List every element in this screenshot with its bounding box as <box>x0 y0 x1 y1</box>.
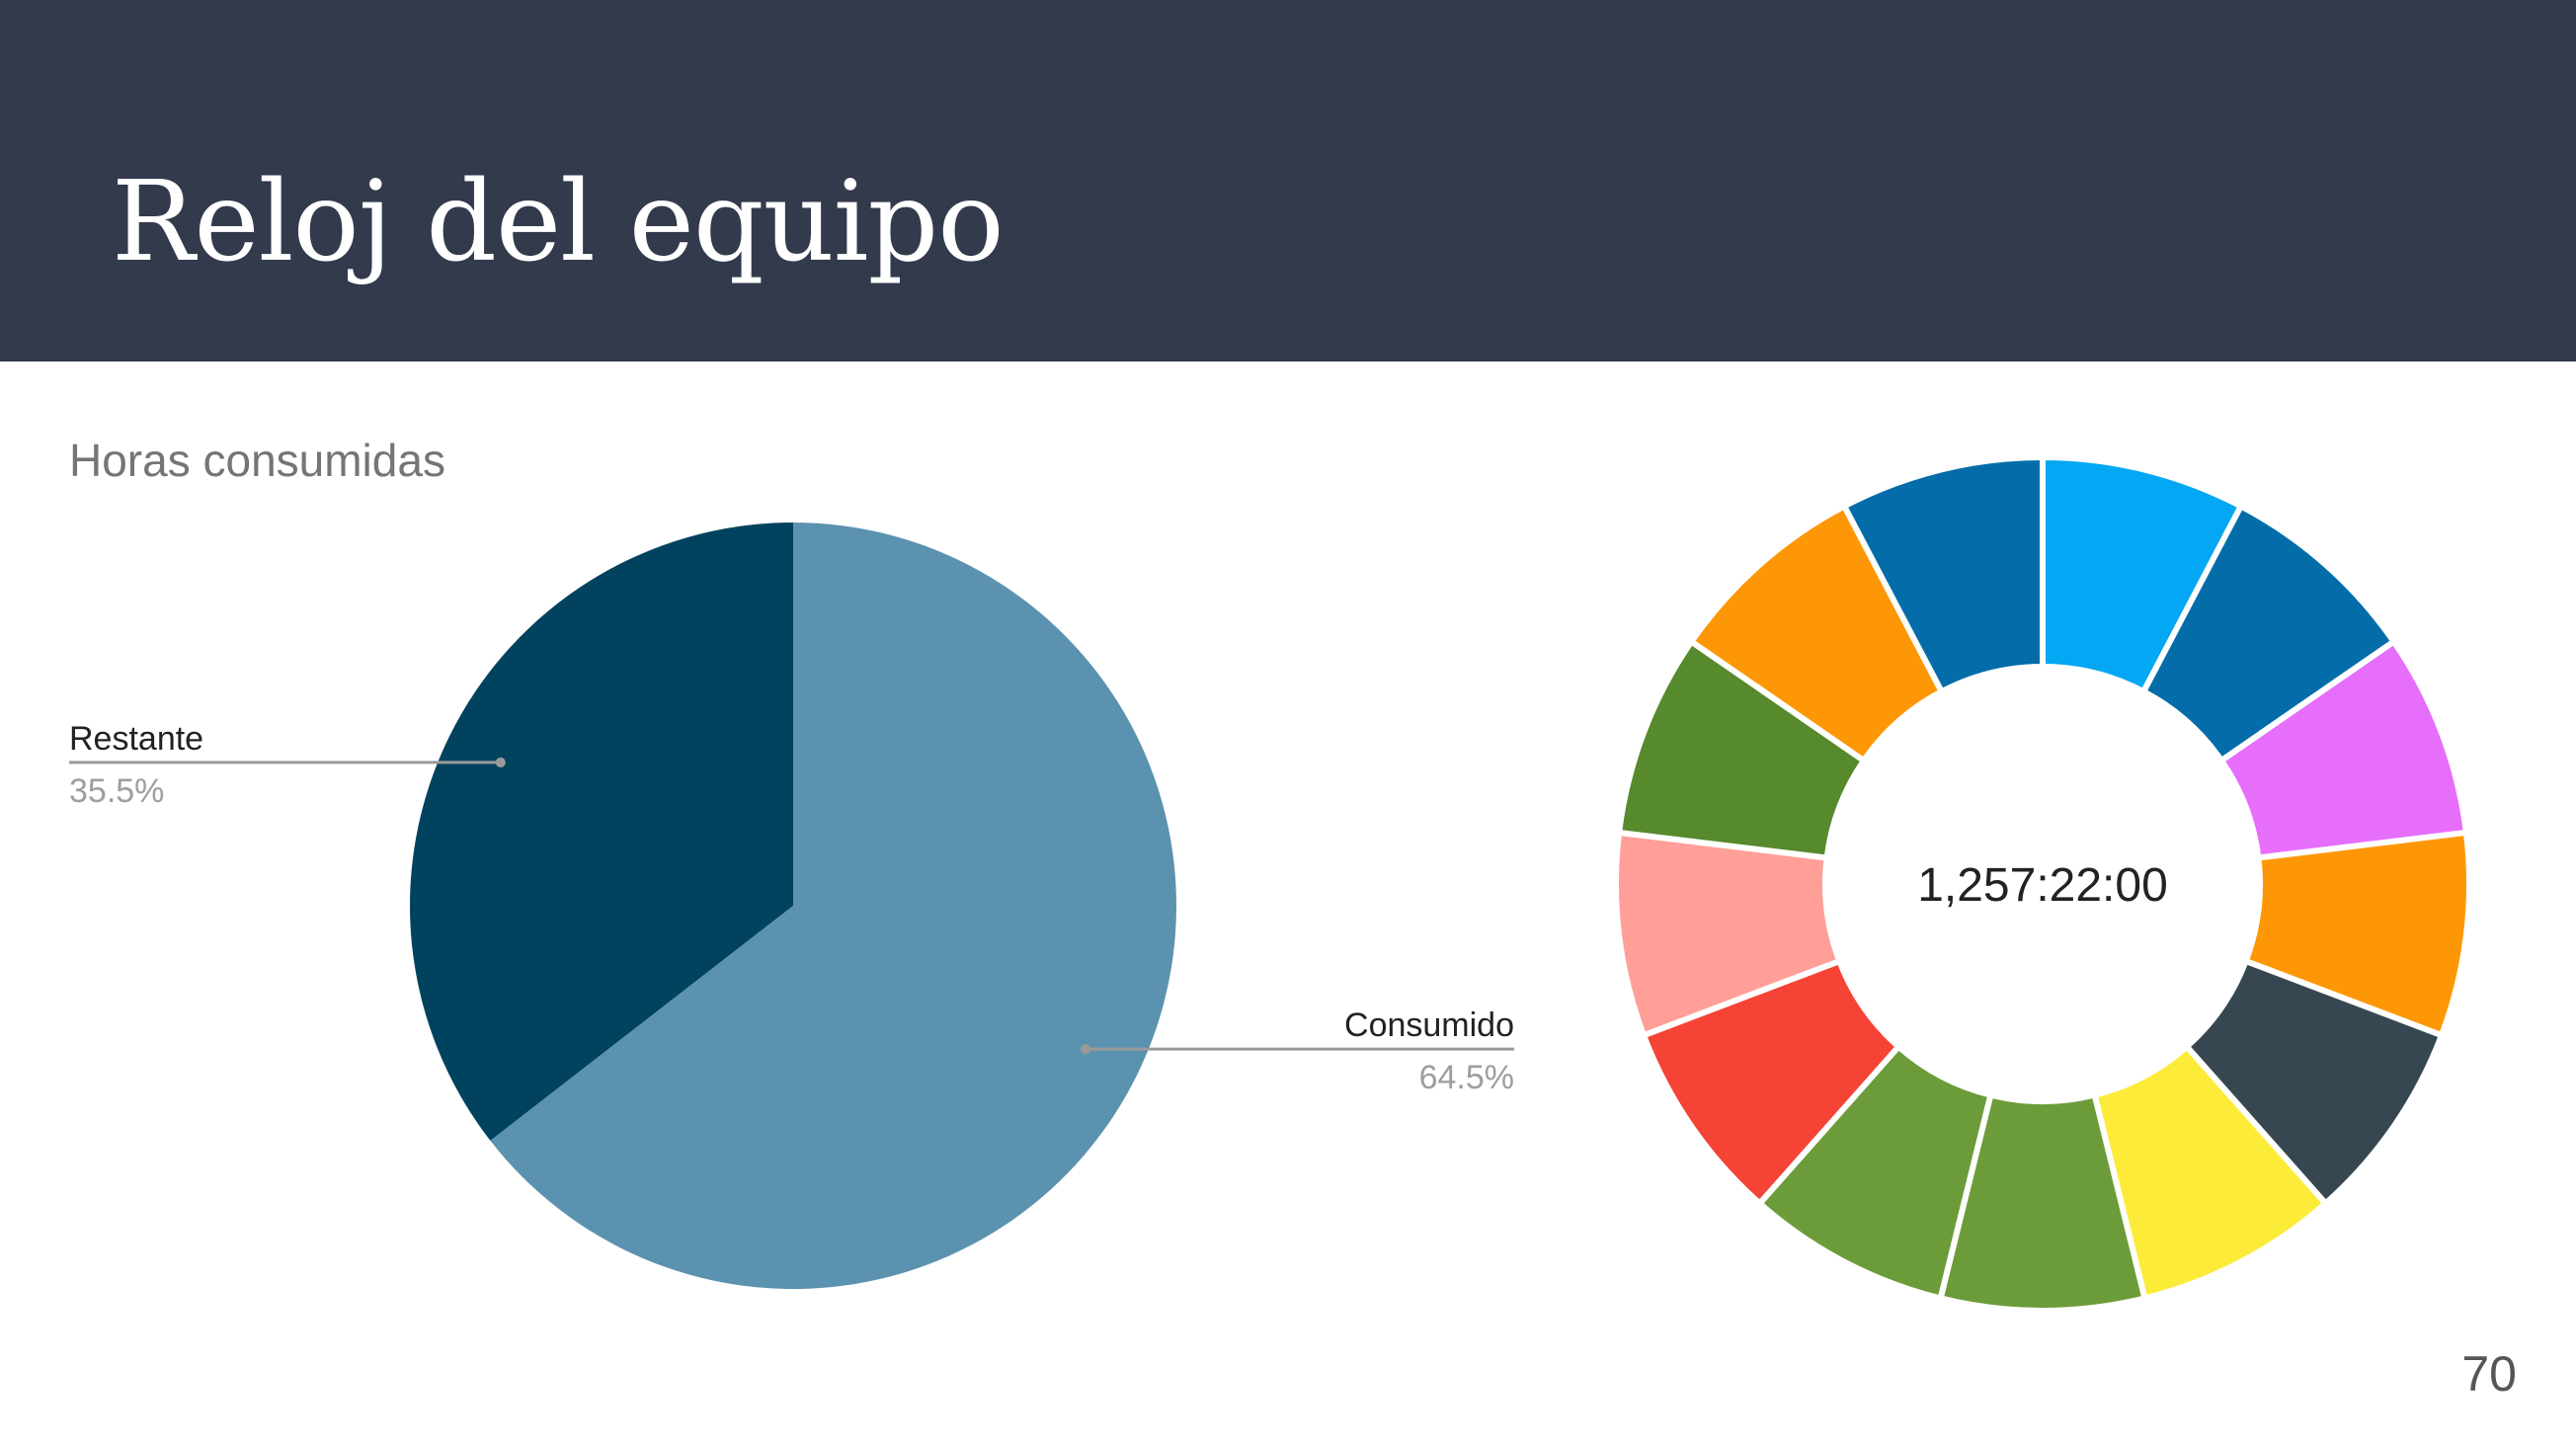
pie-label-restante: Restante <box>69 720 203 758</box>
pie-label-consumido: Consumido <box>1344 1006 1514 1044</box>
pie-percent-consumido: 64.5% <box>1419 1059 1514 1096</box>
leader-dot-consumido <box>1081 1044 1091 1055</box>
pie-chart-labels: Consumido 64.5% Restante 35.5% <box>69 720 1514 1096</box>
donut-segment-13 <box>1841 454 2046 695</box>
page-number: 70 <box>2461 1346 2517 1402</box>
pie-slice-restante <box>410 523 793 1141</box>
donut-chart <box>1613 454 2472 1314</box>
pie-slice-consumido <box>490 523 1176 1289</box>
pie-chart <box>410 523 1176 1289</box>
leader-dot-restante <box>495 757 506 767</box>
pie-percent-restante: 35.5% <box>69 772 164 810</box>
donut-center-value: 1,257:22:00 <box>1917 859 2168 912</box>
slide-title: Reloj del equipo <box>112 158 1005 286</box>
pie-chart-title: Horas consumidas <box>69 435 445 486</box>
slide-header: Reloj del equipo <box>0 0 2576 362</box>
